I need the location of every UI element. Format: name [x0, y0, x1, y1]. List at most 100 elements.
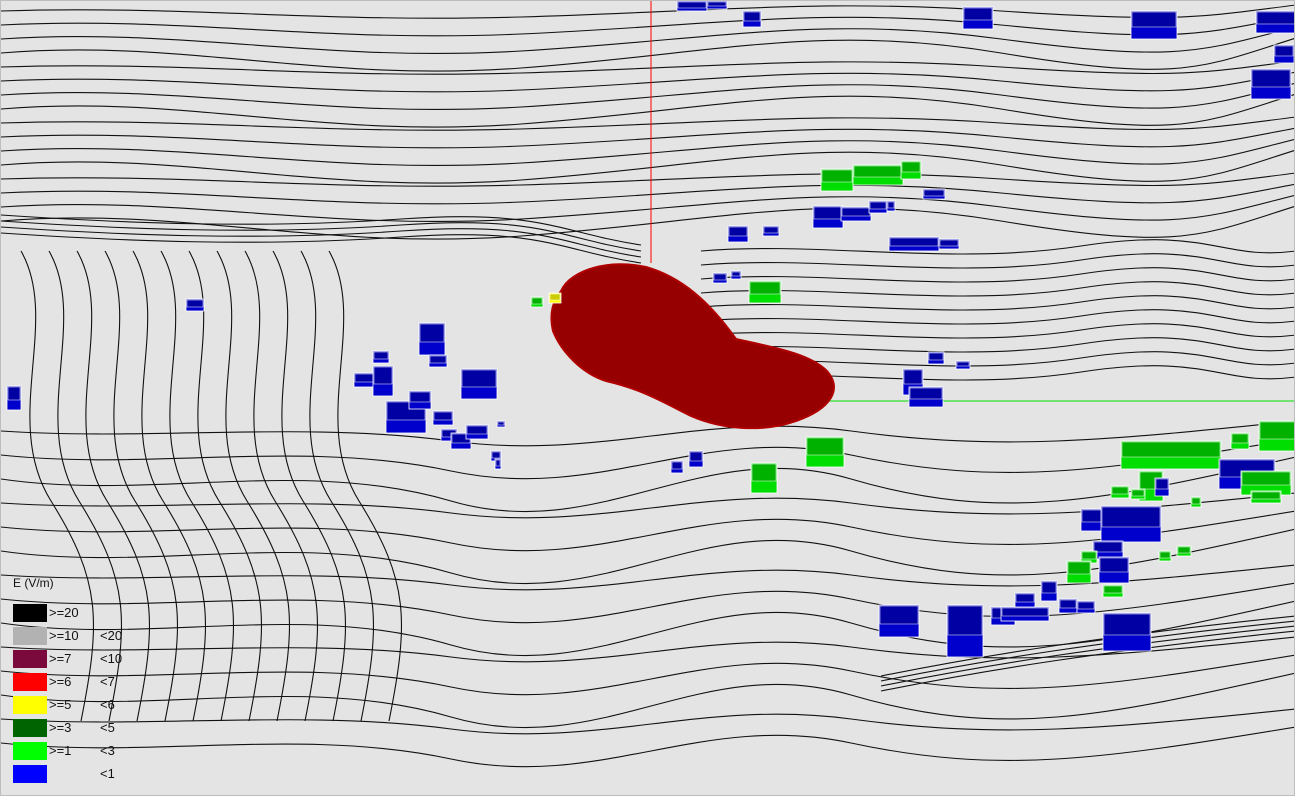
building — [465, 424, 489, 440]
legend-row: >=6 <7 — [13, 673, 163, 691]
building — [1098, 556, 1130, 584]
contour-line — [1, 438, 1294, 480]
contour-line — [1, 214, 642, 246]
contour-line — [132, 250, 207, 722]
building — [762, 225, 780, 237]
legend-row: >=5 <6 — [13, 696, 163, 714]
legend-swatch — [13, 742, 47, 760]
contour-line — [1, 60, 1294, 75]
legend-row: >=1 <3 — [13, 742, 163, 760]
building — [432, 410, 454, 426]
legend-row: >=7 <10 — [13, 650, 163, 668]
legend-lower-bound: >=20 — [49, 605, 79, 620]
legend-upper-bound: <10 — [100, 651, 123, 666]
contour-line — [1, 492, 1294, 519]
contour-line — [700, 253, 1294, 269]
building — [840, 206, 872, 222]
legend-upper-bound: <1 — [100, 766, 115, 781]
legend-upper-bound: <5 — [100, 720, 115, 735]
building — [1230, 432, 1250, 450]
building — [460, 368, 498, 400]
building — [1250, 490, 1282, 504]
legend-lower-bound: >=3 — [49, 720, 72, 735]
contour-line — [1, 82, 1294, 111]
legend-row: >=10 <20 — [13, 627, 163, 645]
legend-swatch — [13, 696, 47, 714]
contour-line — [880, 615, 1294, 677]
building — [1080, 550, 1098, 564]
legend-lower-bound: >=5 — [49, 697, 72, 712]
contour-line — [700, 309, 1294, 325]
building — [548, 292, 562, 304]
building — [670, 460, 684, 474]
contour-line — [1, 582, 1294, 624]
legend-swatch — [13, 650, 47, 668]
building — [1058, 598, 1078, 614]
building — [946, 604, 984, 658]
building — [727, 225, 749, 243]
building — [496, 420, 506, 428]
contour-line — [160, 250, 235, 722]
building — [494, 458, 502, 470]
contour-line — [1, 183, 1294, 205]
building — [372, 350, 390, 364]
legend-swatch — [13, 719, 47, 737]
building — [1066, 560, 1092, 584]
building — [1110, 485, 1130, 499]
contour-line — [700, 281, 1294, 297]
building — [185, 298, 205, 312]
building — [900, 160, 922, 180]
building — [1273, 44, 1294, 64]
building — [372, 365, 394, 397]
building — [852, 164, 904, 186]
building — [922, 188, 946, 200]
building — [1130, 10, 1178, 40]
building — [6, 385, 22, 411]
legend-swatch — [13, 604, 47, 622]
legend-upper-bound: <6 — [100, 697, 115, 712]
building — [1076, 600, 1096, 614]
contour-line — [328, 250, 403, 722]
building — [1014, 592, 1036, 608]
building — [938, 238, 960, 250]
building — [805, 436, 845, 468]
building — [418, 322, 446, 356]
legend-swatch — [13, 765, 47, 783]
building — [688, 450, 704, 468]
building — [878, 604, 920, 638]
contour-line — [1, 654, 1294, 696]
contour-line — [1, 206, 1294, 240]
legend-swatch — [13, 627, 47, 645]
building — [1102, 584, 1124, 598]
contour-line — [1, 456, 1294, 513]
contour-line — [76, 250, 151, 722]
building — [888, 236, 940, 252]
building — [1102, 612, 1152, 652]
building — [1130, 488, 1146, 500]
contour-line — [1, 232, 642, 264]
contour-line — [48, 250, 123, 722]
contour-line — [244, 250, 319, 722]
legend: E (V/m) >=20 >=10 <20 >=7 <10 >=6 <7 >=5… — [13, 576, 163, 783]
legend-lower-bound: >=10 — [49, 628, 79, 643]
building — [1258, 420, 1294, 452]
contour-line — [1, 150, 1294, 184]
legend-upper-bound: <7 — [100, 674, 115, 689]
contour-line — [1, 420, 1294, 447]
building — [1000, 606, 1050, 622]
contour-line — [188, 250, 263, 722]
field-exposure-zone[interactable] — [550, 263, 835, 430]
building — [886, 200, 896, 212]
legend-upper-bound: <3 — [100, 743, 115, 758]
contour-line — [1, 71, 1294, 93]
building — [1158, 550, 1172, 562]
building — [1255, 10, 1294, 34]
contour-line — [1, 528, 1294, 585]
building — [1120, 440, 1222, 470]
building — [812, 205, 844, 229]
contour-line — [1, 38, 1294, 72]
legend-row: <1 — [13, 765, 163, 783]
building — [927, 351, 945, 365]
